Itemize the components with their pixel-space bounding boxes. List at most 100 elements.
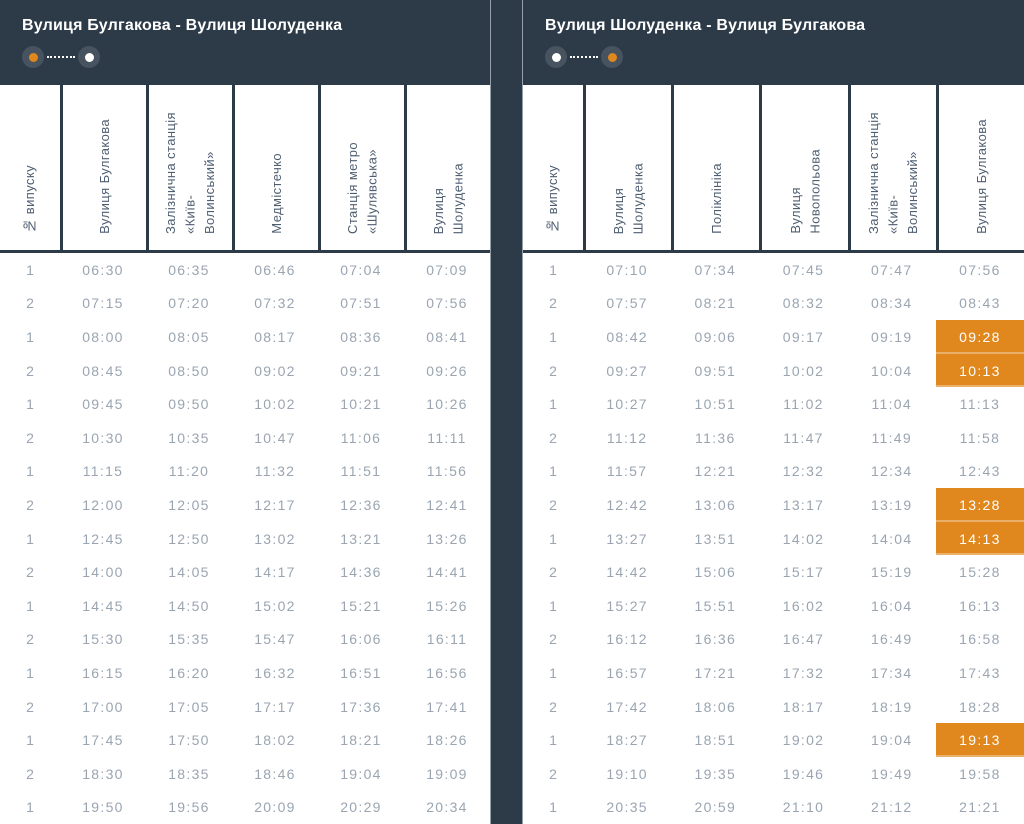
column-header-label: Залізнична станція «Київ- Волинський» [163, 111, 218, 234]
table-row: 2 14:00 14:05 14:17 14:36 14:41 [0, 555, 490, 589]
time-cell: 16:49 [870, 631, 913, 648]
time-cell: 10:30 [82, 429, 124, 446]
time-cell: 12:42 [606, 496, 648, 513]
time-cell: 16:04 [870, 597, 913, 614]
table-row: 1 06:30 06:35 06:46 07:04 07:09 [0, 253, 490, 287]
table-row: 2 10:30 10:35 10:47 11:06 11:11 [0, 421, 490, 455]
table-row: 1 18:27 18:51 19:02 19:04 19:13 [523, 723, 1024, 757]
time-cell: 13:19 [870, 496, 913, 513]
time-cell: 08:05 [168, 328, 210, 345]
time-cell: 07:20 [168, 295, 210, 312]
run-number-cell: 1 [26, 530, 34, 547]
run-number-cell: 2 [549, 631, 557, 648]
time-cell: 14:00 [82, 564, 124, 581]
time-cell: 16:32 [254, 664, 296, 681]
table-row: 2 07:57 08:21 08:32 08:34 08:43 [523, 287, 1024, 321]
time-cell: 11:47 [783, 429, 824, 446]
time-cell: 14:41 [426, 564, 468, 581]
time-cell: 14:45 [82, 597, 124, 614]
column-header-3: Залізнична станція «Київ- Волинський» [146, 85, 232, 250]
time-cell: 16:36 [694, 631, 737, 648]
time-cell: 15:28 [959, 564, 1001, 581]
time-cell: 19:04 [870, 732, 913, 749]
time-cell: 12:21 [694, 463, 737, 480]
direction-indicator[interactable] [545, 46, 623, 68]
time-cell: 06:30 [82, 261, 124, 278]
time-cell: 11:06 [340, 429, 382, 446]
time-cell: 07:34 [694, 261, 737, 278]
run-number-cell: 1 [549, 732, 557, 749]
time-cell: 21:21 [959, 799, 1001, 816]
time-cell: 15:35 [168, 631, 210, 648]
route-end-dot-icon [601, 46, 623, 68]
table-row: 1 20:35 20:59 21:10 21:12 21:21 [523, 791, 1024, 824]
time-cell: 13:51 [694, 530, 737, 547]
table-row: 2 11:12 11:36 11:47 11:49 11:58 [523, 421, 1024, 455]
time-cell: 10:21 [340, 396, 382, 413]
time-cell: 11:15 [82, 463, 124, 480]
column-header-4: Медмістечко [232, 85, 318, 250]
time-cell: 14:36 [340, 564, 382, 581]
time-cell: 09:51 [694, 362, 737, 379]
time-cell: 09:45 [82, 396, 124, 413]
time-cell: 15:47 [254, 631, 296, 648]
table-row: 2 12:00 12:05 12:17 12:36 12:41 [0, 488, 490, 522]
column-header-label: № випуску [22, 165, 38, 234]
direction-indicator[interactable] [22, 46, 100, 68]
run-number-cell: 1 [26, 732, 34, 749]
time-cell: 08:42 [606, 328, 648, 345]
time-cell: 15:30 [82, 631, 124, 648]
time-cell: 10:47 [254, 429, 296, 446]
time-cell: 13:28 [935, 488, 1024, 522]
time-cell: 15:51 [694, 597, 737, 614]
time-cell: 11:32 [254, 463, 296, 480]
column-header-2: Вулиця Булгакова [60, 85, 146, 250]
time-cell: 07:56 [959, 261, 1001, 278]
table-row: 1 11:57 12:21 12:32 12:34 12:43 [523, 455, 1024, 489]
time-cell: 21:12 [870, 799, 913, 816]
time-cell: 18:28 [959, 698, 1001, 715]
time-cell: 08:34 [870, 295, 913, 312]
time-cell: 18:30 [82, 765, 124, 782]
time-cell: 10:27 [606, 396, 648, 413]
time-cell: 16:56 [426, 664, 468, 681]
time-cell: 17:42 [606, 698, 648, 715]
time-cell: 08:41 [426, 328, 468, 345]
run-number-cell: 2 [549, 564, 557, 581]
time-cell: 14:13 [935, 521, 1024, 556]
table-row: 1 09:45 09:50 10:02 10:21 10:26 [0, 387, 490, 421]
time-cell: 09:27 [606, 362, 648, 379]
run-number-cell: 1 [26, 597, 34, 614]
time-cell: 12:36 [340, 496, 382, 513]
route-start-dot-icon [545, 46, 567, 68]
route-dotted-line-icon [47, 56, 75, 58]
column-header-1: № випуску [523, 85, 583, 250]
panel-header: Вулиця Булгакова - Вулиця Шолуденка [0, 0, 490, 85]
route-title: Вулиця Шолуденка - Вулиця Булгакова [545, 17, 866, 34]
table-row: 2 08:45 08:50 09:02 09:21 09:26 [0, 354, 490, 388]
time-cell: 11:02 [783, 396, 824, 413]
run-number-cell: 1 [26, 799, 34, 816]
time-cell: 12:05 [168, 496, 210, 513]
run-number-cell: 1 [549, 799, 557, 816]
run-number-cell: 1 [549, 530, 557, 547]
time-cell: 13:17 [782, 496, 825, 513]
time-cell: 16:57 [606, 664, 648, 681]
time-cell: 07:04 [340, 261, 382, 278]
run-number-cell: 1 [549, 328, 557, 345]
time-cell: 18:21 [340, 732, 382, 749]
table-body: 1 07:10 07:34 07:45 07:47 07:56 2 07:57 08:21 08:… [523, 253, 1024, 824]
time-cell: 07:51 [340, 295, 382, 312]
run-number-cell: 2 [26, 496, 34, 513]
time-cell: 15:21 [340, 597, 382, 614]
time-cell: 08:17 [254, 328, 296, 345]
time-cell: 20:59 [694, 799, 737, 816]
time-cell: 06:35 [168, 261, 210, 278]
time-cell: 19:13 [935, 723, 1024, 757]
time-cell: 15:06 [694, 564, 737, 581]
time-cell: 06:46 [254, 261, 296, 278]
column-header-label: № випуску [545, 165, 561, 234]
timetable-panel-outbound: Вулиця Булгакова - Вулиця Шолуденка № ви… [0, 0, 490, 824]
run-number-cell: 2 [26, 698, 34, 715]
table-row: 1 08:00 08:05 08:17 08:36 08:41 [0, 320, 490, 354]
